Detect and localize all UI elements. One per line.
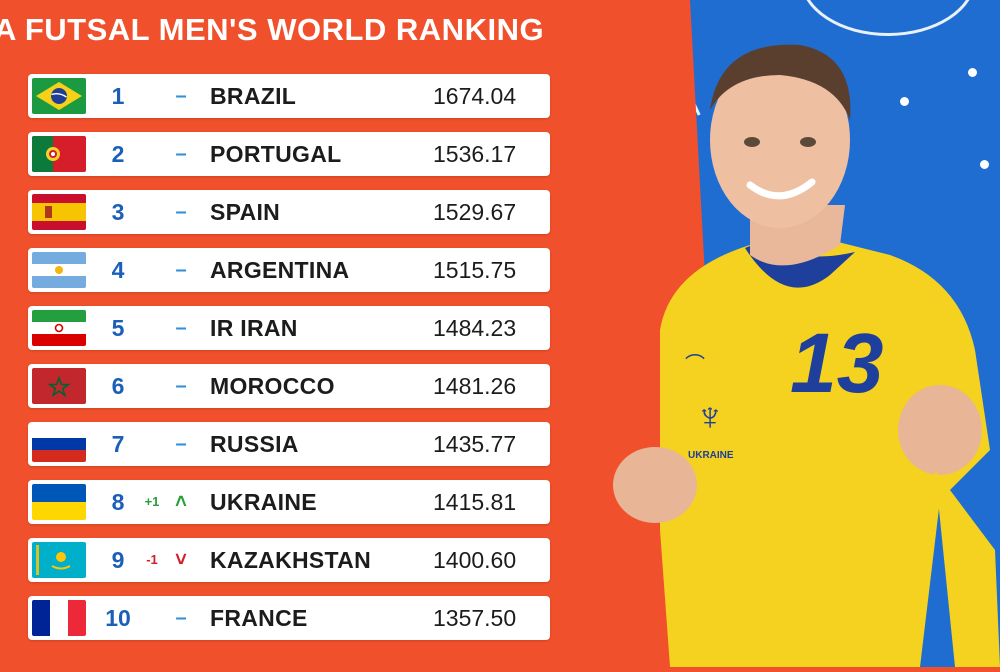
- rank-number: 1: [111, 83, 125, 109]
- team-points: 1484.23: [433, 315, 517, 341]
- page-title: A FUTSAL MEN'S WORLD RANKING: [0, 12, 545, 47]
- rank-number: 9: [111, 547, 125, 573]
- court-dot: [968, 68, 977, 77]
- rank-number: 3: [111, 199, 125, 225]
- ranking-row: 6 – MOROCCO 1481.26: [28, 364, 550, 408]
- team-name: ARGENTINA: [210, 257, 350, 283]
- no-change-icon: –: [175, 375, 187, 397]
- team-name: MOROCCO: [210, 373, 335, 399]
- team-name: FRANCE: [210, 605, 308, 631]
- crest-text: UKRAINE: [688, 450, 734, 461]
- no-change-icon: –: [175, 607, 187, 629]
- no-change-icon: –: [175, 317, 187, 339]
- trident-crest-icon: ♆: [695, 395, 725, 439]
- team-name: PORTUGAL: [210, 141, 342, 167]
- team-points: 1415.81: [433, 489, 517, 515]
- team-points: 1481.26: [433, 373, 517, 399]
- rank-change: -1: [146, 552, 158, 567]
- team-points: 1357.50: [433, 605, 517, 631]
- argentina-flag: [32, 252, 86, 288]
- rank-number: 8: [111, 489, 125, 515]
- kazakhstan-flag: [32, 542, 86, 578]
- rank-number: 10: [105, 605, 131, 631]
- ukraine-flag: [32, 484, 86, 520]
- brand-logo-icon: ⌒: [685, 354, 705, 376]
- ranking-row: 8 +1 ˄ UKRAINE 1415.81: [28, 480, 550, 524]
- ranking-row: 4 – ARGENTINA 1515.75: [28, 248, 550, 292]
- rank-number: 6: [111, 373, 125, 399]
- ranking-row: 7 – RUSSIA 1435.77: [28, 422, 550, 466]
- arrow-down-icon: ˅: [175, 549, 187, 571]
- rank-change: +1: [144, 494, 160, 509]
- rank-number: 4: [111, 257, 125, 283]
- arrow-up-icon: ˄: [175, 491, 187, 513]
- brazil-flag: [32, 78, 86, 114]
- spain-flag: [32, 194, 86, 230]
- rank-number: 2: [111, 141, 125, 167]
- rank-number: 5: [111, 315, 125, 341]
- russia-flag: [32, 426, 86, 462]
- no-change-icon: –: [175, 85, 187, 107]
- jersey-number: 13: [790, 316, 884, 410]
- no-change-icon: –: [175, 433, 187, 455]
- team-points: 1674.04: [433, 83, 517, 109]
- no-change-icon: –: [175, 201, 187, 223]
- team-name: SPAIN: [210, 199, 281, 225]
- player-photo: 13 ♆ UKRAINE ⌒: [600, 30, 1000, 667]
- team-name: IR IRAN: [210, 315, 298, 341]
- portugal-flag: [32, 136, 86, 172]
- no-change-icon: –: [175, 143, 187, 165]
- morocco-flag: [32, 368, 86, 404]
- team-points: 1400.60: [433, 547, 517, 573]
- team-name: UKRAINE: [210, 489, 317, 515]
- ranking-row: 9 -1 ˅ KAZAKHSTAN 1400.60: [28, 538, 550, 582]
- team-name: BRAZIL: [210, 83, 297, 109]
- team-points: 1435.77: [433, 431, 517, 457]
- team-name: KAZAKHSTAN: [210, 547, 372, 573]
- ranking-row: 3 – SPAIN 1529.67: [28, 190, 550, 234]
- ranking-table: 1 – BRAZIL 1674.04 2 – PORTUGAL 1536.17 …: [28, 74, 550, 654]
- court-dot: [980, 160, 989, 169]
- france-flag: [32, 600, 86, 636]
- team-points: 1536.17: [433, 141, 517, 167]
- team-points: 1529.67: [433, 199, 517, 225]
- court-dot: [900, 97, 909, 106]
- team-name: RUSSIA: [210, 431, 299, 457]
- ranking-row: 1 – BRAZIL 1674.04: [28, 74, 550, 118]
- no-change-icon: –: [175, 259, 187, 281]
- ranking-row: 10 – FRANCE 1357.50: [28, 596, 550, 640]
- team-points: 1515.75: [433, 257, 517, 283]
- iran-flag: [32, 310, 86, 346]
- ranking-row: 2 – PORTUGAL 1536.17: [28, 132, 550, 176]
- ranking-row: 5 – IR IRAN 1484.23: [28, 306, 550, 350]
- rank-number: 7: [111, 431, 125, 457]
